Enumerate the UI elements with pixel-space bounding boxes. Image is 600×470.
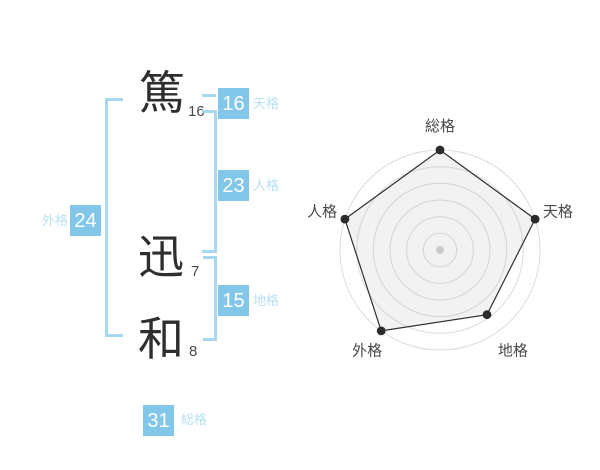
radar-vertex-dot — [340, 214, 350, 224]
tenkaku-tick — [202, 94, 216, 97]
radar-axis-label: 総格 — [425, 118, 455, 135]
radar-vertex-dot — [482, 310, 492, 320]
radar-vertex-dot — [530, 214, 540, 224]
radar-axis-label: 外格 — [352, 342, 382, 359]
tenkaku-badge: 16 — [218, 88, 249, 119]
radar-ring — [389, 199, 491, 301]
stroke-count-2: 7 — [191, 263, 200, 280]
gaikaku-label: 外格 — [42, 213, 69, 228]
soukaku-label: 総格 — [181, 412, 208, 427]
name-character-3: 和 — [138, 313, 184, 365]
stroke-count-3: 8 — [189, 343, 198, 360]
name-character-2: 迅 — [138, 231, 184, 283]
gaikaku-badge: 24 — [70, 205, 101, 236]
gaikaku-bracket — [105, 98, 123, 337]
jinkaku-label: 人格 — [253, 178, 280, 193]
chikaku-bracket — [203, 256, 217, 341]
radar-axis-label: 人格 — [307, 204, 337, 221]
chikaku-label: 地格 — [253, 293, 280, 308]
jinkaku-bracket — [202, 110, 217, 253]
radar-vertex-dot — [435, 145, 445, 155]
radar-ring — [372, 182, 508, 318]
radar-ring — [406, 216, 474, 284]
radar-ring — [422, 232, 458, 268]
jinkaku-badge: 23 — [218, 170, 249, 201]
name-character-1: 篤 — [139, 67, 185, 119]
radar-center-dot — [436, 246, 444, 254]
chikaku-badge: 15 — [218, 285, 249, 316]
radar-vertex-dot — [376, 326, 386, 336]
stroke-count-1: 16 — [188, 103, 205, 120]
tenkaku-label: 天格 — [253, 96, 280, 111]
radar-axis-label: 天格 — [543, 204, 573, 221]
radar-axis-label: 地格 — [498, 342, 528, 359]
radar-polygon — [344, 149, 536, 332]
radar-chart-container: 総格天格地格 外格 人格 — [300, 110, 590, 370]
soukaku-badge: 31 — [143, 405, 174, 436]
radar-ring — [356, 166, 524, 334]
